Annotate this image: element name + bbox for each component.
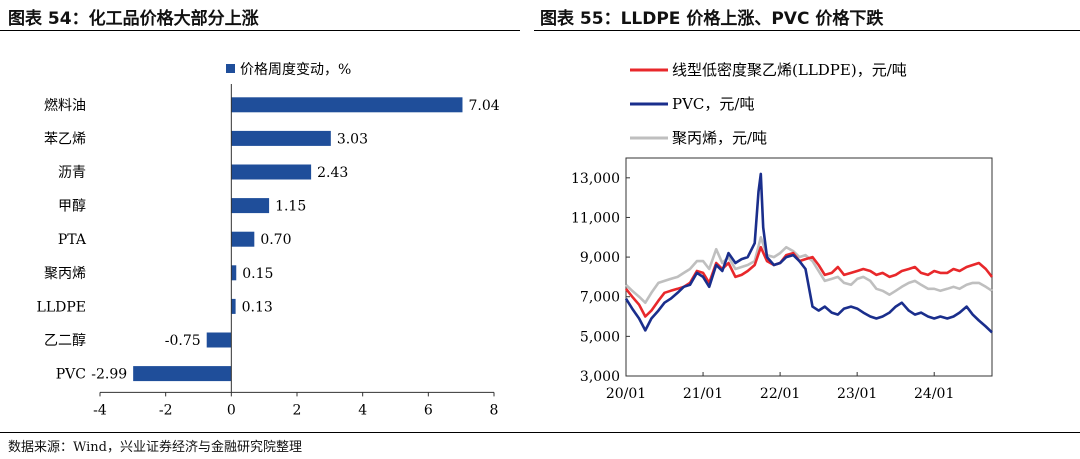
x-tick-label: -4 (93, 402, 107, 418)
value-label: 1.15 (275, 199, 306, 215)
value-label: 2.43 (317, 165, 348, 181)
y-tick-label: 9,000 (580, 250, 620, 266)
bar-legend-label: 价格周度变动，% (240, 62, 351, 78)
bar (133, 366, 232, 382)
category-label: PVC (56, 367, 86, 383)
value-label: 0.15 (242, 266, 273, 282)
left-figure-title: 图表 54：化工品价格大部分上涨 (8, 9, 259, 29)
bar-marks: 燃料油 7.04 苯乙烯 3.03 沥青 2.43 甲醇 1.15 PTA 0.70 聚丙烯 0.15… (37, 97, 500, 383)
bar (206, 332, 232, 348)
series-line (624, 172, 993, 334)
y-tick-label: 11,000 (571, 210, 620, 226)
x-tick-label: -2 (159, 402, 173, 418)
category-label: 燃料油 (44, 97, 86, 114)
right-figure-title: 图表 55：LLDPE 价格上涨、PVC 价格下跌 (540, 9, 884, 29)
legend-label: 聚丙烯，元/吨 (672, 129, 767, 147)
left-title-rule (0, 30, 520, 31)
bar (231, 298, 236, 314)
value-label: 7.04 (468, 98, 499, 114)
y-tick-label: 3,000 (580, 369, 620, 385)
value-label: 3.03 (337, 131, 368, 147)
y-tick-label: 13,000 (571, 171, 620, 187)
value-label: 0.70 (260, 232, 291, 248)
category-label: 乙二醇 (44, 332, 86, 349)
bar (231, 265, 237, 281)
x-tick-label: 0 (227, 402, 236, 418)
x-tick-label: 20/01 (606, 386, 646, 402)
value-label: 0.13 (242, 299, 273, 315)
bar (231, 164, 312, 180)
value-label: -2.99 (91, 367, 127, 383)
category-label: 聚丙烯 (44, 266, 86, 282)
legend-label: PVC，元/吨 (672, 95, 754, 113)
source-note: 数据来源：Wind，兴业证券经济与金融研究院整理 (8, 440, 302, 455)
x-tick-label: 8 (490, 402, 499, 418)
bar-x-axis: -4 -2 0 2 4 6 8 (93, 84, 498, 418)
x-tick-label: 22/01 (760, 386, 800, 402)
y-tick-label: 5,000 (580, 329, 620, 345)
x-tick-label: 24/01 (914, 386, 954, 402)
bar-legend-swatch (226, 64, 235, 73)
category-label: 甲醇 (58, 198, 86, 215)
bottom-rule (0, 432, 1080, 433)
plot-frame (625, 157, 993, 377)
right-title-rule (534, 30, 1080, 31)
x-tick-label: 21/01 (683, 386, 723, 402)
bar-chart: 价格周度变动，% 燃料油 7.04 苯乙烯 3.03 沥青 2.43 甲醇 1.15 PTA 0.… (37, 62, 500, 418)
line-axes: 3,000 5,000 7,000 9,000 11,000 13,000 20/01 21/… (571, 157, 993, 402)
x-tick-label: 23/01 (837, 386, 877, 402)
category-label: 沥青 (58, 165, 86, 181)
legend-label: 线型低密度聚乙烯(LLDPE)，元/吨 (672, 61, 907, 79)
category-label: LLDPE (37, 299, 86, 315)
bar (231, 198, 270, 214)
bar (231, 231, 255, 247)
x-tick-label: 2 (293, 402, 302, 418)
x-tick-label: 6 (424, 402, 433, 418)
bar-legend: 价格周度变动，% (226, 62, 351, 78)
category-label: 苯乙烯 (44, 130, 86, 147)
y-tick-label: 7,000 (580, 290, 620, 306)
line-series (624, 172, 994, 334)
bar (231, 97, 463, 113)
bar (231, 130, 331, 146)
category-label: PTA (58, 232, 87, 248)
x-tick-label: 4 (358, 402, 367, 418)
value-label: -0.75 (165, 333, 201, 349)
